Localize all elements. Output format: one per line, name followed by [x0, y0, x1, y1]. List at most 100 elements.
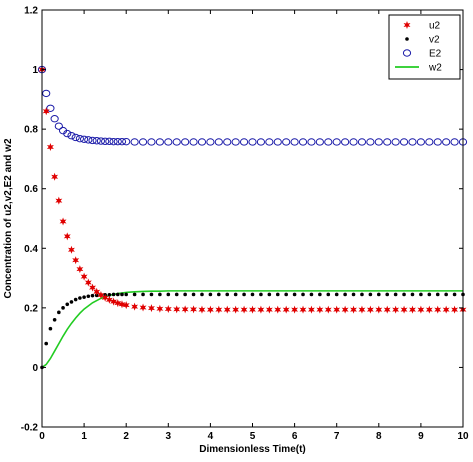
- point-E2: [54, 122, 63, 130]
- point-u2: [51, 172, 59, 181]
- point-E2: [256, 138, 266, 146]
- point-u2: [110, 297, 118, 306]
- point-v2: [309, 292, 314, 297]
- point-v2: [326, 292, 331, 297]
- point-v2: [385, 292, 390, 297]
- point-u2: [409, 305, 416, 314]
- point-v2: [452, 292, 457, 297]
- legend: u2 v2 E2 w2: [388, 14, 461, 80]
- point-E2: [425, 138, 434, 146]
- point-u2: [350, 305, 357, 314]
- x-tick-label: 6: [292, 431, 298, 442]
- point-u2: [198, 305, 206, 314]
- point-E2: [223, 138, 232, 146]
- point-v2: [368, 292, 373, 297]
- legend-label: E2: [429, 49, 442, 60]
- point-E2: [450, 138, 459, 146]
- point-v2: [86, 294, 91, 299]
- point-u2: [80, 272, 88, 281]
- point-E2: [172, 138, 181, 146]
- point-u2: [299, 305, 307, 314]
- point-u2: [333, 305, 341, 314]
- y-tick-label: 0: [32, 363, 38, 374]
- point-u2: [84, 278, 92, 287]
- point-v2: [115, 292, 120, 297]
- point-v2: [267, 292, 272, 297]
- point-E2: [63, 129, 72, 138]
- point-u2: [164, 305, 172, 314]
- point-v2: [191, 292, 196, 297]
- point-E2: [117, 137, 127, 146]
- point-v2: [318, 292, 322, 297]
- point-v2: [284, 292, 288, 297]
- point-v2: [242, 292, 246, 297]
- point-u2: [383, 305, 391, 314]
- point-v2: [48, 326, 53, 331]
- point-v2: [174, 292, 179, 297]
- point-v2: [217, 292, 221, 297]
- point-u2: [442, 305, 450, 314]
- point-v2: [225, 292, 230, 297]
- point-E2: [282, 138, 291, 146]
- legend-entry-u2: u2: [403, 21, 441, 32]
- point-u2: [417, 305, 425, 314]
- y-tick-label: 1.2: [24, 6, 38, 17]
- point-v2: [208, 292, 213, 297]
- point-v2: [44, 341, 49, 346]
- point-v2: [360, 292, 364, 297]
- point-v2: [65, 302, 70, 307]
- legend-box: [388, 14, 461, 80]
- point-u2: [97, 291, 105, 300]
- point-u2: [223, 305, 231, 314]
- point-v2: [334, 292, 339, 297]
- point-v2: [250, 292, 255, 297]
- point-u2: [114, 299, 122, 308]
- point-u2: [341, 305, 349, 314]
- x-tick-label: 8: [376, 431, 382, 442]
- point-u2: [215, 305, 223, 314]
- point-E2: [248, 138, 257, 146]
- point-v2: [73, 297, 78, 302]
- point-E2: [138, 138, 148, 146]
- point-v2: [78, 296, 82, 300]
- point-u2: [156, 304, 164, 313]
- series-layer: [37, 65, 468, 370]
- point-u2: [375, 305, 383, 314]
- point-v2: [200, 292, 204, 297]
- point-u2: [46, 143, 54, 152]
- point-u2: [55, 196, 63, 205]
- point-v2: [402, 292, 406, 297]
- point-E2: [239, 138, 249, 146]
- point-E2: [290, 138, 299, 146]
- point-E2: [130, 138, 139, 146]
- legend-label: u2: [429, 21, 441, 32]
- point-v2: [275, 292, 280, 297]
- x-tick-label: 5: [250, 431, 256, 442]
- point-u2: [249, 305, 256, 314]
- point-E2: [46, 104, 55, 112]
- point-u2: [68, 245, 75, 254]
- point-v2: [183, 292, 187, 297]
- x-tick-label: 7: [334, 431, 340, 442]
- point-E2: [50, 115, 59, 123]
- point-E2: [374, 138, 383, 146]
- point-v2: [158, 292, 162, 297]
- point-u2: [257, 305, 265, 314]
- point-E2: [366, 138, 375, 146]
- point-E2: [105, 137, 114, 146]
- point-v2: [377, 292, 381, 297]
- point-E2: [307, 138, 316, 146]
- point-u2: [42, 107, 50, 116]
- legend-label: v2: [429, 35, 440, 46]
- legend-entry-v2: v2: [405, 35, 440, 46]
- point-v2: [301, 292, 305, 297]
- y-tick-label: -0.2: [21, 423, 39, 434]
- point-u2: [291, 305, 299, 314]
- point-v2: [259, 292, 263, 297]
- point-u2: [122, 301, 130, 310]
- point-v2: [292, 292, 297, 297]
- point-v2: [69, 300, 74, 304]
- point-v2: [52, 317, 57, 322]
- x-tick-label: 10: [457, 431, 469, 442]
